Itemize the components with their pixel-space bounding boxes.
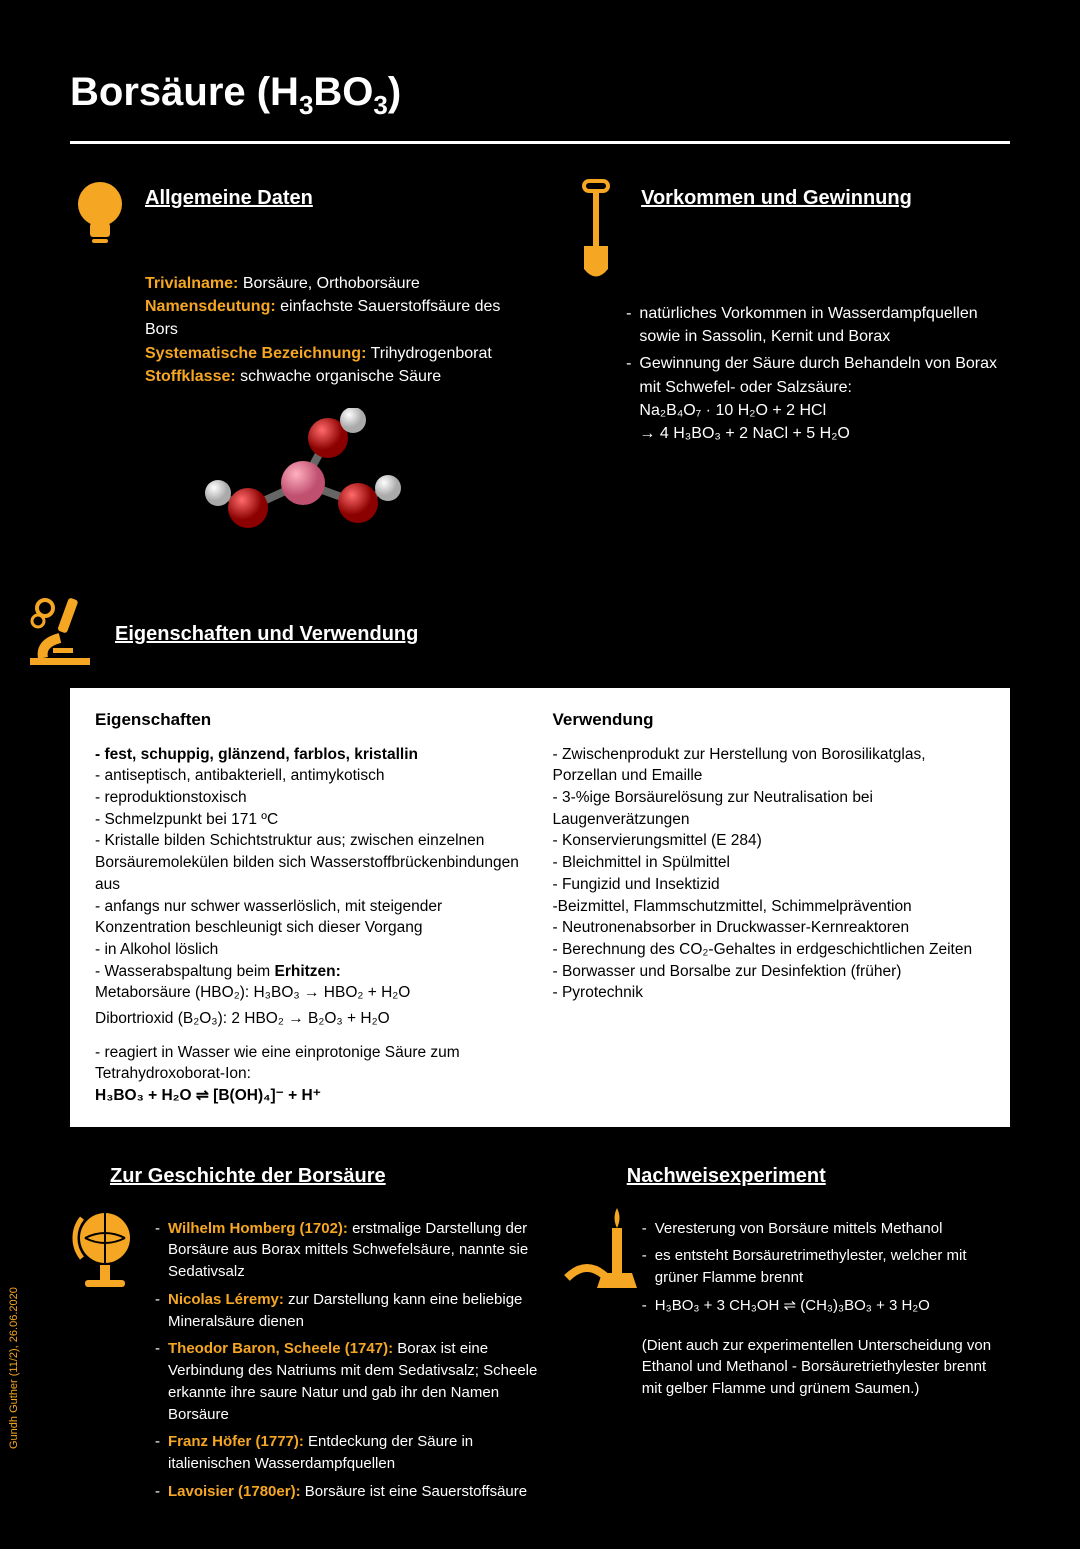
general-head: Allgemeine Daten [70, 179, 536, 254]
val-trivial: Borsäure, Orthoborsäure [238, 275, 419, 292]
globe-icon [70, 1203, 145, 1298]
v7: - Neutronenabsorber in Druckwasser-Kernr… [553, 917, 986, 939]
e4: - Schmelzpunkt bei 171 ºC [95, 809, 528, 831]
occurrence-body: -natürliches Vorkommen in Wasserdampfque… [626, 302, 1010, 445]
v5: - Fungizid und Insektizid [553, 874, 986, 896]
title-sub1: 3 [299, 90, 313, 120]
microscope-icon [20, 593, 100, 668]
v3: - Konservierungsmittel (E 284) [553, 830, 986, 852]
lbl-sys: Systematische Bezeichnung: [145, 345, 366, 362]
experiment-section: Nachweisexperiment -Veresterung von Bors… [587, 1157, 1010, 1509]
h5-name: Lavoisier (1780er): [168, 1483, 301, 1500]
exp-b1: Veresterung von Borsäure mittels Methano… [655, 1218, 943, 1240]
shovel-icon [566, 179, 626, 284]
general-title: Allgemeine Daten [145, 187, 313, 210]
e8a: - Wasserabspaltung beim [95, 963, 274, 980]
e10: Dibortrioxid (B₂O₃): 2 HBO₂ → B₂O₃ + H₂O [95, 1008, 528, 1030]
v2: - 3-%ige Borsäurelösung zur Neutralisati… [553, 787, 986, 830]
v6: -Beizmittel, Flammschutzmittel, Schimmel… [553, 896, 986, 918]
bunsen-burner-icon [562, 1203, 632, 1303]
properties-col: Eigenschaften - fest, schuppig, glänzend… [95, 708, 528, 1107]
properties-panel: Eigenschaften - fest, schuppig, glänzend… [70, 688, 1010, 1127]
history-section: Zur Geschichte der Borsäure -Wilhelm Hom… [70, 1157, 557, 1509]
e1: - fest, schuppig, glänzend, farblos, kri… [95, 744, 528, 766]
exp-note: (Dient auch zur experimentellen Untersch… [642, 1335, 1010, 1400]
title-sub2: 3 [373, 90, 387, 120]
properties-section: Eigenschaften und Verwendung Eigenschaft… [70, 593, 1010, 1127]
footer-credit: Gundh Guther (11/2), 26.06.2020 [8, 1287, 20, 1449]
general-body: Trivialname: Borsäure, Orthoborsäure Nam… [145, 272, 536, 388]
e5: - Kristalle bilden Schichtstruktur aus; … [95, 830, 528, 895]
h4-name: Franz Höfer (1777): [168, 1433, 304, 1450]
occurrence-section: Vorkommen und Gewinnung -natürliches Vor… [566, 179, 1010, 568]
exp-b3: H₃BO₃ + 3 CH₃OH ⇌ (CH₃)₃BO₃ + 3 H₂O [655, 1295, 930, 1317]
props-col1-title: Eigenschaften [95, 708, 528, 732]
e8b: Erhitzen: [274, 963, 340, 980]
title-prefix: Borsäure (H [70, 70, 299, 114]
molecule-image [188, 408, 418, 558]
v4: - Bleichmittel in Spülmittel [553, 852, 986, 874]
v10: - Pyrotechnik [553, 982, 986, 1004]
occ-b2a: Gewinnung der Säure durch Behandeln von … [639, 355, 997, 395]
props-col2-title: Verwendung [553, 708, 986, 732]
v1: - Zwischenprodukt zur Herstellung von Bo… [553, 744, 986, 787]
v9: - Borwasser und Borsalbe zur Desinfektio… [553, 961, 986, 983]
experiment-title: Nachweisexperiment [627, 1165, 1010, 1188]
h3-name: Theodor Baron, Scheele (1747): [168, 1340, 393, 1357]
e12: H₃BO₃ + H₂O ⇌ [B(OH)₄]⁻ + H⁺ [95, 1085, 528, 1107]
val-sys: Trihydrogenborat [366, 345, 491, 362]
occurrence-title: Vorkommen und Gewinnung [641, 187, 912, 210]
history-title: Zur Geschichte der Borsäure [110, 1165, 557, 1188]
e3: - reproduktionstoxisch [95, 787, 528, 809]
e9: Metaborsäure (HBO₂): H₃BO₃ → HBO₂ + H₂O [95, 982, 528, 1004]
exp-b2: es entsteht Borsäuretrimethylester, welc… [655, 1245, 1010, 1289]
usage-col: Verwendung - Zwischenprodukt zur Herstel… [553, 708, 986, 1107]
properties-head: Eigenschaften und Verwendung [20, 593, 1010, 668]
h5-txt: Borsäure ist eine Sauerstoffsäure [301, 1483, 528, 1500]
e7: - in Alkohol löslich [95, 939, 528, 961]
history-body: -Wilhelm Homberg (1702): erstmalige Dars… [155, 1218, 557, 1509]
occurrence-head: Vorkommen und Gewinnung [566, 179, 1010, 284]
bottom-row: Zur Geschichte der Borsäure -Wilhelm Hom… [70, 1157, 1010, 1509]
title-suffix: ) [388, 70, 401, 114]
lbl-stoff: Stoffklasse: [145, 368, 236, 385]
v8: - Berechnung des CO₂-Gehaltes in erdgesc… [553, 939, 986, 961]
general-data-section: Allgemeine Daten Trivialname: Borsäure, … [70, 179, 536, 568]
occ-b2b: Na₂B₄O₇ · 10 H₂O + 2 HCl [639, 402, 826, 419]
e2: - antiseptisch, antibakteriell, antimyko… [95, 765, 528, 787]
val-stoff: schwache organische Säure [236, 368, 441, 385]
occ-b2c: → 4 H₃BO₃ + 2 NaCl + 5 H₂O [639, 425, 849, 442]
occ-b1: natürliches Vorkommen in Wasserdampfquel… [639, 302, 1010, 348]
e6: - anfangs nur schwer wasserlöslich, mit … [95, 896, 528, 939]
lbl-namen: Namensdeutung: [145, 298, 276, 315]
experiment-body: -Veresterung von Borsäure mittels Methan… [642, 1218, 1010, 1400]
title-mid: BO [313, 70, 373, 114]
h2-name: Nicolas Léremy: [168, 1291, 284, 1308]
lightbulb-icon [70, 179, 130, 254]
properties-title: Eigenschaften und Verwendung [115, 623, 418, 646]
h1-name: Wilhelm Homberg (1702): [168, 1220, 348, 1237]
top-row: Allgemeine Daten Trivialname: Borsäure, … [70, 179, 1010, 568]
page-title: Borsäure (H3BO3) [70, 70, 1010, 121]
e11: - reagiert in Wasser wie eine einprotoni… [95, 1042, 528, 1085]
lbl-trivial: Trivialname: [145, 275, 238, 292]
title-divider [70, 141, 1010, 144]
